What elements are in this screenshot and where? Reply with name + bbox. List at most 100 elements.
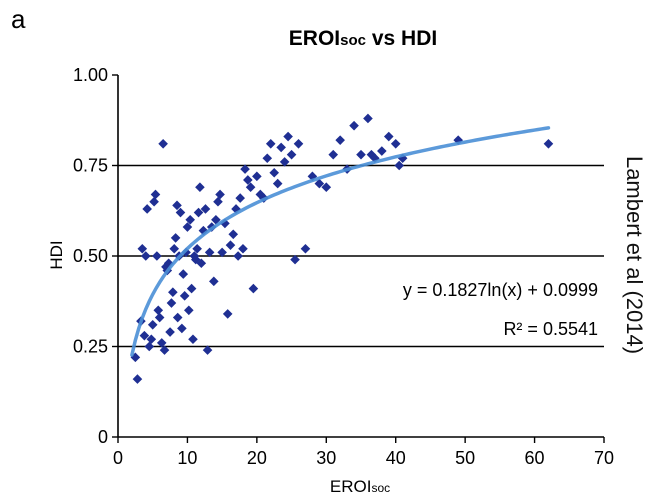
data-point [184, 305, 194, 316]
data-point [154, 312, 165, 323]
data-point [204, 247, 215, 258]
data-point [142, 204, 152, 214]
x-tick-label: 10 [177, 448, 197, 468]
data-point [300, 243, 311, 254]
data-point [279, 157, 290, 167]
data-point [139, 330, 150, 341]
data-point [152, 251, 162, 261]
panel-label: a [11, 4, 26, 34]
y-axis-ticks: 0 0.25 0.50 0.75 1.00 [73, 65, 118, 447]
data-point [248, 283, 259, 294]
data-point [272, 178, 283, 189]
data-point [132, 374, 143, 384]
data-point [200, 204, 211, 214]
data-point [177, 323, 187, 334]
data-point [172, 312, 183, 323]
data-point [262, 153, 273, 164]
data-points [130, 113, 554, 384]
data-point [394, 160, 404, 171]
data-point [182, 222, 193, 232]
data-point [356, 149, 366, 160]
data-point [190, 254, 201, 265]
data-point [245, 182, 256, 193]
y-tick-label: 0 [98, 427, 108, 447]
data-point [225, 240, 236, 250]
data-point [307, 171, 318, 182]
data-point [321, 182, 332, 193]
x-tick-label: 50 [455, 448, 475, 468]
data-point [314, 178, 325, 189]
y-tick-label: 0.25 [73, 337, 108, 357]
data-point [335, 135, 345, 145]
data-point [175, 207, 186, 218]
data-point [140, 251, 151, 261]
data-point [222, 309, 233, 319]
x-tick-label: 20 [247, 448, 267, 468]
data-point [290, 254, 300, 265]
r-squared: R² = 0.5541 [503, 319, 598, 339]
data-point [188, 334, 198, 345]
data-point [252, 171, 262, 182]
data-point [193, 207, 204, 218]
data-point [179, 291, 190, 301]
data-point [233, 251, 243, 261]
data-point [328, 149, 339, 160]
data-point [170, 233, 181, 243]
x-tick-label: 60 [525, 448, 545, 468]
data-point [213, 196, 223, 207]
trend-line [130, 126, 551, 357]
data-point [366, 149, 377, 160]
data-point [283, 131, 293, 142]
data-point [240, 164, 250, 174]
data-point [168, 287, 178, 297]
data-point [265, 138, 276, 149]
data-point [156, 338, 167, 348]
data-point [163, 258, 174, 269]
data-point [195, 182, 205, 193]
y-tick-label: 0.75 [73, 156, 108, 176]
chart-title: EROIsoc vs HDI [289, 27, 437, 50]
data-point [161, 262, 171, 272]
x-axis-ticks: 0 10 20 30 40 50 60 70 [113, 437, 614, 468]
data-point [144, 341, 155, 352]
x-tick-label: 70 [594, 448, 614, 468]
data-point [137, 243, 148, 254]
y-axis-label: HDI [47, 240, 66, 269]
data-point [158, 138, 168, 149]
data-point [185, 215, 196, 225]
data-point [286, 149, 297, 160]
data-point [235, 193, 245, 203]
x-axis-label: EROIsoc [330, 477, 390, 496]
data-point [228, 229, 239, 240]
data-point [243, 175, 253, 185]
data-point [159, 345, 170, 355]
data-point [165, 327, 175, 337]
data-point [150, 189, 161, 200]
data-point [370, 153, 380, 164]
x-tick-label: 40 [386, 448, 406, 468]
data-point [196, 258, 207, 269]
x-tick-label: 0 [113, 448, 123, 468]
data-point [153, 305, 164, 316]
data-point [192, 243, 202, 254]
data-point [383, 131, 394, 142]
data-point [220, 218, 230, 229]
data-point [215, 189, 225, 200]
source-credit: Lambert et al (2014) [622, 156, 647, 354]
y-tick-label: 1.00 [73, 65, 108, 85]
data-point [349, 120, 359, 131]
data-point [186, 283, 197, 294]
data-point [149, 196, 159, 207]
data-point [276, 142, 286, 153]
data-point [377, 146, 387, 156]
data-point [238, 243, 248, 254]
data-point [390, 138, 401, 149]
x-tick-label: 30 [316, 448, 336, 468]
trend-equation: y = 0.1827ln(x) + 0.0999 [403, 280, 598, 300]
data-point [543, 138, 554, 149]
data-point [147, 319, 158, 330]
data-point [269, 167, 280, 178]
data-point [169, 243, 180, 254]
data-point [217, 247, 227, 258]
